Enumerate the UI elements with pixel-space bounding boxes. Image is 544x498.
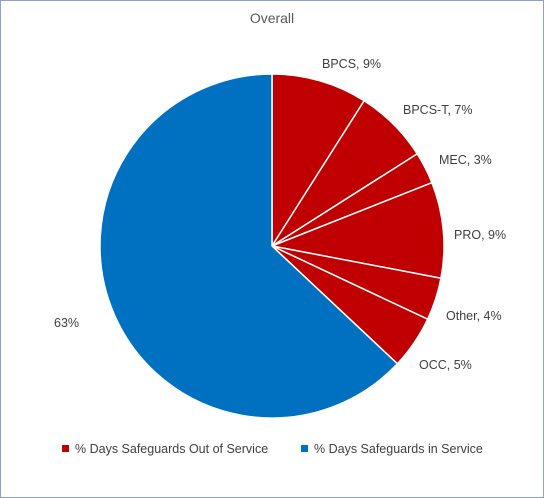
legend-item-in-service: % Days Safeguards in Service — [301, 442, 483, 456]
pie-slices — [99, 73, 445, 419]
pie-slice-in-service — [99, 73, 399, 419]
data-label-pro: PRO, 9% — [454, 228, 506, 242]
chart-title: Overall — [249, 10, 295, 26]
pie-slice-bpcs — [271, 73, 365, 247]
data-label-other: Other, 4% — [446, 309, 502, 323]
legend-label-in-service: % Days Safeguards in Service — [314, 442, 483, 456]
data-label-bpcs: BPCS, 9% — [322, 57, 381, 71]
legend-swatch-in-service — [301, 445, 308, 453]
data-label-bpcs-t: BPCS-T, 7% — [403, 103, 472, 117]
legend-item-out-of-service: % Days Safeguards Out of Service — [62, 442, 268, 456]
pie-labels: BPCS, 9% BPCS-T, 7% MEC, 3% PRO, 9% Other, 4… — [54, 57, 506, 372]
legend-swatch-out-of-service — [62, 445, 69, 453]
legend-label-out-of-service: % Days Safeguards Out of Service — [75, 442, 269, 456]
pie-slice-pro — [271, 181, 445, 279]
data-label-in-service: 63% — [54, 316, 79, 330]
legend: % Days Safeguards Out of Service % Days … — [0, 442, 544, 460]
data-label-mec: MEC, 3% — [439, 153, 492, 167]
data-label-occ: OCC, 5% — [419, 358, 472, 372]
